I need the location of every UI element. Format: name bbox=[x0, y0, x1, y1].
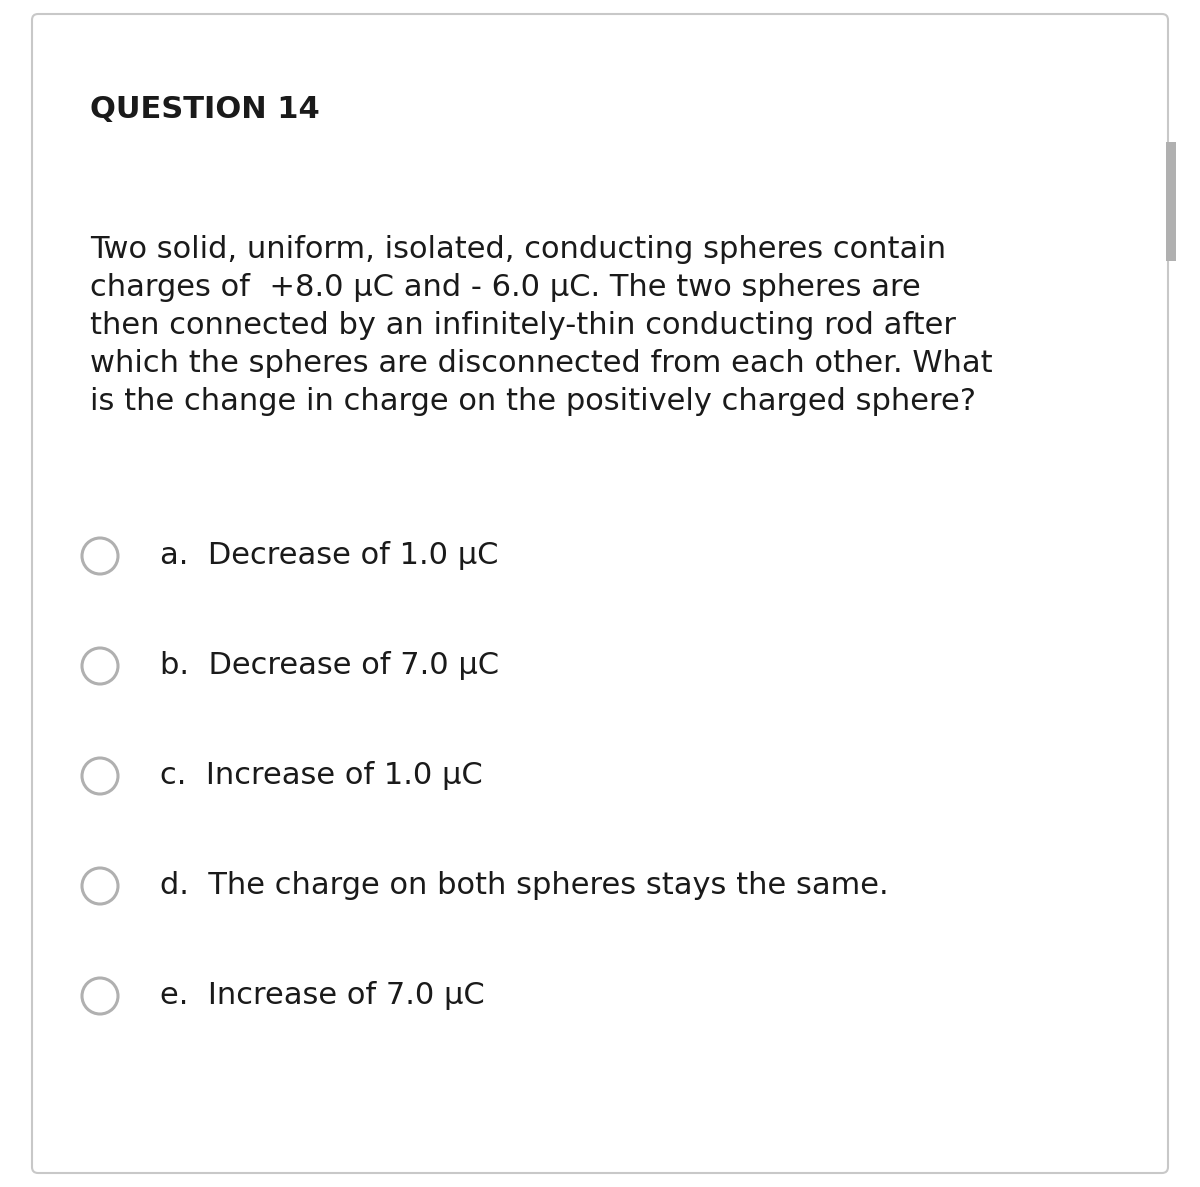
Text: Two solid, uniform, isolated, conducting spheres contain: Two solid, uniform, isolated, conducting… bbox=[90, 235, 946, 264]
Bar bbox=[1166, 142, 1176, 261]
Text: c.  Increase of 1.0 μC: c. Increase of 1.0 μC bbox=[160, 762, 482, 791]
Text: b.  Decrease of 7.0 μC: b. Decrease of 7.0 μC bbox=[160, 652, 499, 680]
Text: d.  The charge on both spheres stays the same.: d. The charge on both spheres stays the … bbox=[160, 871, 889, 901]
FancyBboxPatch shape bbox=[32, 14, 1168, 1173]
Text: then connected by an infinitely-thin conducting rod after: then connected by an infinitely-thin con… bbox=[90, 311, 956, 339]
Text: a.  Decrease of 1.0 μC: a. Decrease of 1.0 μC bbox=[160, 541, 498, 571]
Text: is the change in charge on the positively charged sphere?: is the change in charge on the positivel… bbox=[90, 387, 976, 415]
Text: which the spheres are disconnected from each other. What: which the spheres are disconnected from … bbox=[90, 349, 992, 377]
Text: e.  Increase of 7.0 μC: e. Increase of 7.0 μC bbox=[160, 982, 485, 1010]
Text: QUESTION 14: QUESTION 14 bbox=[90, 95, 319, 123]
Text: charges of  +8.0 μC and - 6.0 μC. The two spheres are: charges of +8.0 μC and - 6.0 μC. The two… bbox=[90, 273, 920, 301]
